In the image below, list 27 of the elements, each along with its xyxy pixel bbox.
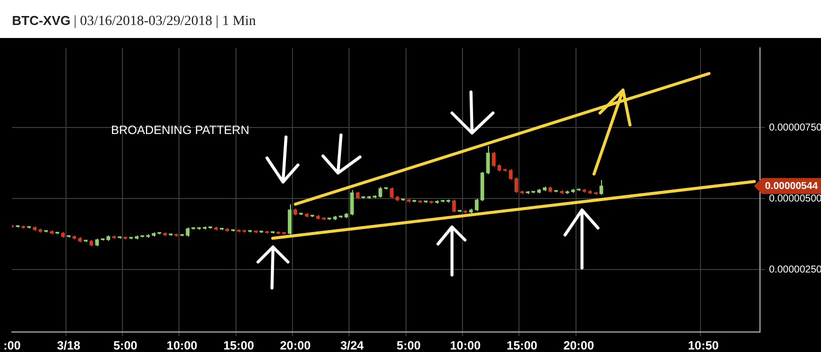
x-tick-label: 3/24 (340, 338, 364, 352)
candlestick (514, 177, 518, 194)
candlestick (492, 151, 496, 168)
candlestick (390, 186, 394, 199)
x-tick-label: 5:00 (113, 338, 138, 352)
chart-title: BTC-XVG (12, 13, 70, 28)
candlestick (600, 180, 604, 196)
x-tick-label: 10:00 (166, 338, 198, 352)
x-tick-label: 3/18 (56, 338, 81, 352)
x-tick-label: 10:00 (450, 338, 481, 352)
candlestick (486, 145, 490, 175)
annotation: BROADENING PATTERN (111, 123, 250, 137)
text: 0.00000544 (765, 180, 818, 192)
candlestick (452, 199, 456, 213)
x-tick-label: 15:00 (506, 338, 538, 352)
candlestick (378, 186, 382, 198)
x-tick-label: 10:50 (688, 338, 719, 352)
x-tick-label: 15:00 (223, 338, 254, 352)
candlestick (350, 190, 354, 216)
x-tick-label: 5:00 (396, 338, 421, 352)
candlestick (508, 168, 512, 180)
x-tick-label: 20:00 (280, 338, 311, 352)
candlestick (474, 198, 478, 212)
x-tick-label: 20:00 (563, 338, 594, 352)
chart-subtitle: | 03/16/2018-03/29/2018 | 1 Min (74, 14, 256, 29)
candlestick (186, 226, 190, 238)
x-tick-label: :00 (3, 338, 21, 352)
